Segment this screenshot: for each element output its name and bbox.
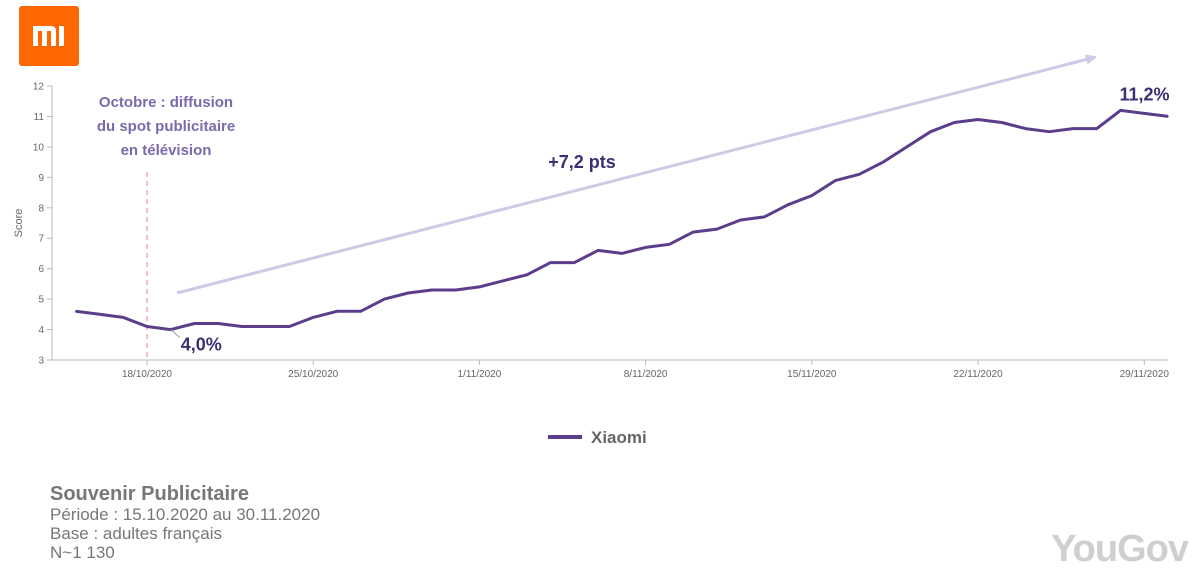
data-point [1167,115,1169,118]
data-point [478,286,481,288]
data-point [74,310,77,313]
data-point [217,322,220,325]
y-axis-label: Score [13,209,25,238]
x-tick-label: 15/11/2020 [787,369,837,380]
line-chart: 3 4 5 6 7 8 9 10 11 12 18/10/2020 25/10/2020 1/11/2… [13,0,1170,447]
data-point [1143,112,1146,115]
x-tick-label: 29/11/2020 [1120,369,1170,380]
x-tick-label: 18/10/2020 [122,369,172,380]
y-tick-label: 12 [33,82,45,93]
data-point [264,325,267,328]
y-tick-label: 11 [34,112,45,123]
series-points [74,109,1169,331]
footer-period: Période : 15.10.2020 au 30.11.2020 [50,505,321,524]
y-tick-label: 10 [33,142,45,153]
data-point [1024,127,1027,130]
data-point [906,146,908,148]
data-point [929,130,932,133]
data-point [1048,130,1051,133]
start-value-label: 4,0% [181,335,222,355]
data-point [811,194,813,197]
x-axis: 18/10/2020 25/10/2020 1/11/2020 8/11/2020 15… [52,359,1170,380]
data-point [977,118,979,121]
y-tick-label: 8 [38,203,44,214]
data-point [383,298,386,300]
x-tick-label: 1/11/2020 [458,369,502,380]
data-point [668,243,671,246]
data-point [502,280,504,282]
data-point [431,289,433,291]
event-annotation-line: du spot publicitaire [97,118,235,135]
data-point [336,310,338,313]
data-point [1000,121,1003,124]
y-tick-label: 3 [38,356,44,367]
data-point [692,231,694,233]
data-point [1119,109,1122,112]
data-point [787,203,789,206]
y-tick-label: 4 [38,325,44,336]
trend-arrow [176,58,1092,295]
y-tick-label: 7 [38,234,44,245]
data-point [573,261,576,264]
data-point [1072,127,1074,130]
footer-title: Souvenir Publicitaire [50,483,249,505]
footer-sample-size: N~1 130 [50,543,115,562]
end-value-label: 11,2% [1119,84,1169,104]
data-point [858,173,861,176]
series-line-xiaomi [75,108,1169,332]
data-point [716,228,718,230]
x-tick-label: 22/11/2020 [953,369,1003,380]
y-tick-label: 6 [38,264,44,275]
data-point [312,316,314,319]
data-point [1095,127,1098,130]
event-annotation: Octobre : diffusion du spot publicitaire e… [97,94,235,159]
legend-label-xiaomi: Xiaomi [591,428,647,447]
data-point [621,252,623,255]
data-point [739,219,742,221]
data-point [98,313,101,316]
start-label-leader [170,329,181,338]
data-point [763,216,766,218]
data-point [597,249,599,252]
data-point [526,273,528,276]
data-point [193,322,196,325]
y-axis: 3 4 5 6 7 8 9 10 11 12 [33,82,53,367]
data-point [834,179,837,182]
y-tick-label: 9 [38,173,44,184]
legend: Xiaomi [548,428,647,447]
mi-logo-icon [33,26,64,46]
xiaomi-logo [19,6,79,66]
data-point [953,121,956,124]
footer-base: Base : adultes français [50,524,222,543]
data-point [644,246,647,249]
data-point [882,161,884,163]
data-point [146,325,148,328]
y-tick-label: 5 [38,295,44,306]
data-point [407,292,409,294]
yougov-logo: YouGov [1051,528,1189,570]
data-point [288,325,291,328]
event-annotation-line: en télévision [121,142,212,159]
footer-info: Souvenir Publicitaire Période : 15.10.20… [50,483,320,562]
data-point [122,316,125,319]
data-point [359,310,362,313]
trend-label: +7,2 pts [548,152,616,172]
event-annotation-line: Octobre : diffusion [99,94,233,111]
data-point [454,289,457,291]
data-point [241,325,243,328]
x-tick-label: 8/11/2020 [624,369,668,380]
data-point [549,261,552,264]
x-tick-label: 25/10/2020 [288,369,338,380]
